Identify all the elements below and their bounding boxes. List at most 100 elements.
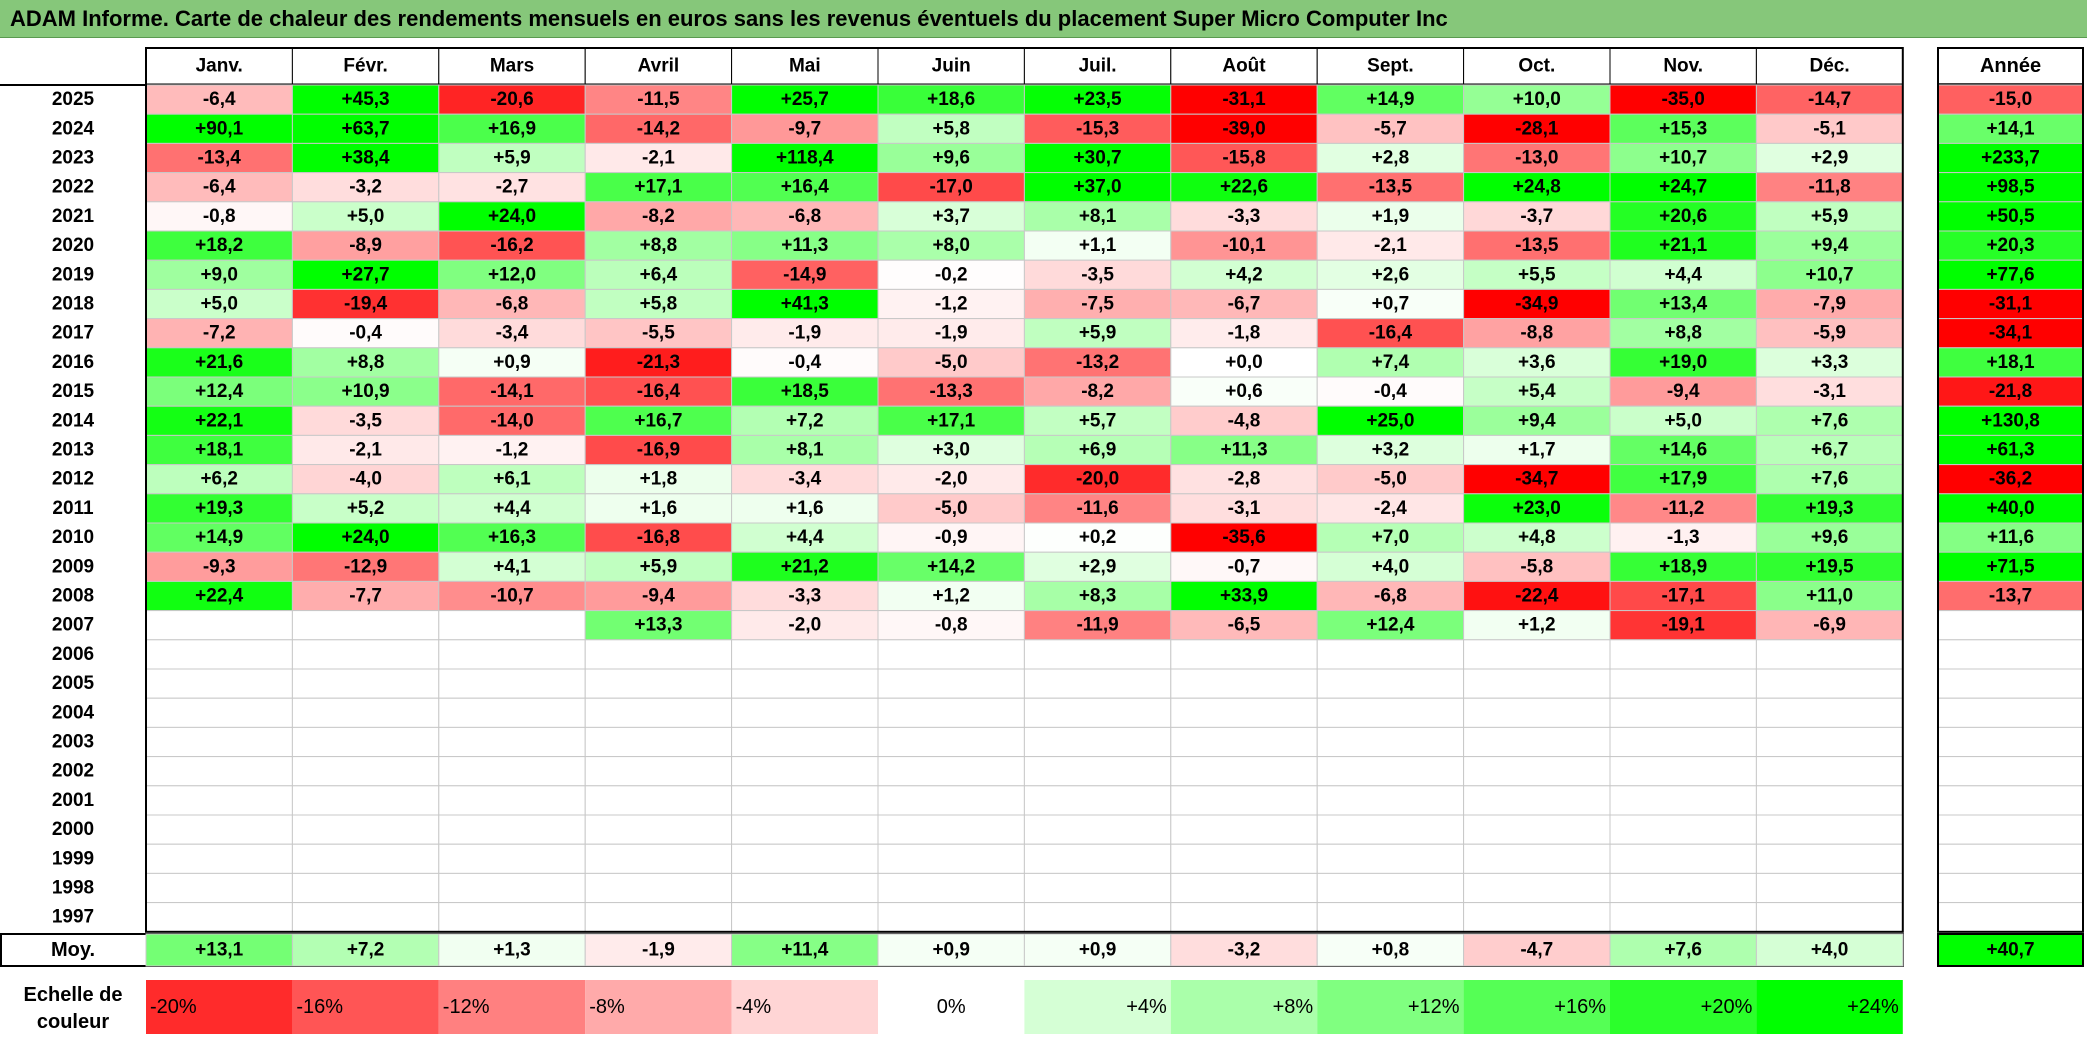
heatmap-cell-value: +10,7 bbox=[1659, 148, 1707, 169]
scale-swatch bbox=[1463, 980, 1610, 1034]
heatmap-cell-value: -5,7 bbox=[1374, 118, 1407, 139]
heatmap-cell bbox=[1609, 697, 1757, 728]
heatmap-cell bbox=[1023, 288, 1172, 320]
scale-swatch bbox=[292, 980, 439, 1034]
heatmap-cell bbox=[438, 259, 586, 290]
heatmap-cell-value: +7,6 bbox=[1811, 410, 1849, 431]
heatmap-cell bbox=[438, 668, 586, 699]
row-year-label: 2025 bbox=[52, 89, 95, 110]
average-cell-value: +0,8 bbox=[1372, 940, 1410, 961]
heatmap-cell-value: -16,4 bbox=[1369, 323, 1413, 344]
heatmap-cell bbox=[1755, 172, 1904, 203]
heatmap-cell bbox=[731, 580, 879, 612]
heatmap-cell bbox=[1609, 259, 1757, 290]
heatmap-cell-value: +37,0 bbox=[1074, 177, 1122, 198]
heatmap-cell bbox=[291, 580, 440, 612]
annual-cell bbox=[1937, 872, 2084, 904]
heatmap-cell bbox=[1316, 697, 1465, 728]
row-year-label: 2004 bbox=[52, 702, 95, 723]
heatmap-cell-value: -8,2 bbox=[1081, 381, 1114, 402]
heatmap-cell bbox=[1755, 785, 1904, 816]
heatmap-cell bbox=[731, 726, 879, 758]
average-cell-value: +7,2 bbox=[347, 940, 385, 961]
scale-swatch bbox=[438, 980, 586, 1034]
heatmap-cell-value: +1,8 bbox=[640, 469, 678, 490]
heatmap-cell-value: -5,0 bbox=[935, 352, 968, 373]
heatmap-cell bbox=[145, 668, 293, 699]
heatmap-cell-value: +63,7 bbox=[342, 118, 390, 139]
heatmap-cell bbox=[145, 639, 293, 670]
heatmap-cell-value: +4,0 bbox=[1372, 556, 1410, 577]
heatmap-cell bbox=[438, 464, 586, 495]
heatmap-cell-value: +30,7 bbox=[1074, 148, 1122, 169]
heatmap-cell bbox=[1023, 230, 1172, 261]
heatmap-cell bbox=[438, 785, 586, 816]
heatmap-cell bbox=[1170, 726, 1318, 758]
annual-cell-value: +11,6 bbox=[1987, 527, 2034, 548]
heatmap-cell bbox=[291, 201, 440, 232]
annual-cell bbox=[1937, 580, 2084, 612]
heatmap-cell-value: +6,9 bbox=[1079, 440, 1117, 461]
heatmap-cell-value: +16,9 bbox=[488, 118, 536, 139]
annual-border bbox=[1937, 47, 2084, 933]
heatmap-cell bbox=[1463, 639, 1611, 670]
heatmap-cell-value: -15,3 bbox=[1076, 118, 1119, 139]
annual-cell-value: -15,0 bbox=[1989, 89, 2032, 110]
heatmap-cell bbox=[1316, 668, 1465, 699]
heatmap-cell bbox=[877, 902, 1025, 933]
heatmap-cell-value: -3,5 bbox=[1081, 264, 1114, 285]
heatmap-cell bbox=[1755, 318, 1904, 349]
heatmap-cell bbox=[1316, 610, 1465, 641]
heatmap-cell-value: +12,4 bbox=[1366, 615, 1415, 636]
heatmap-cell-value: -7,7 bbox=[349, 586, 382, 607]
heatmap-cell bbox=[438, 230, 586, 261]
heatmap-cell-value: +14,6 bbox=[1659, 440, 1707, 461]
heatmap-cell-value: -1,9 bbox=[935, 323, 968, 344]
heatmap-cell bbox=[1170, 551, 1318, 582]
heatmap-cell-value: +4,1 bbox=[493, 556, 531, 577]
scale-label-value: -16% bbox=[296, 996, 343, 1018]
heatmap-cell bbox=[877, 610, 1025, 641]
heatmap-cell-value: +38,4 bbox=[342, 148, 391, 169]
heatmap-cell bbox=[291, 872, 440, 904]
heatmap-cell bbox=[731, 872, 879, 904]
heatmap-cell bbox=[1609, 288, 1757, 320]
heatmap-cell bbox=[1755, 288, 1904, 320]
heatmap-cell bbox=[1170, 434, 1318, 466]
heatmap-cell bbox=[1170, 639, 1318, 670]
heatmap-cell bbox=[438, 726, 586, 758]
heatmap-cell-value: -10,1 bbox=[1222, 235, 1266, 256]
heatmap-cell bbox=[1463, 610, 1611, 641]
row-year-label: 2007 bbox=[52, 615, 94, 636]
heatmap-cell-value: -16,2 bbox=[490, 235, 533, 256]
heatmap-cell-value: +4,2 bbox=[1225, 264, 1263, 285]
heatmap-cell-value: -14,7 bbox=[1808, 89, 1851, 110]
heatmap-cell bbox=[877, 843, 1025, 874]
heatmap-cell bbox=[731, 493, 879, 524]
scale-swatch bbox=[1024, 980, 1171, 1034]
annual-cell bbox=[1937, 902, 2084, 933]
average-cell bbox=[731, 933, 879, 967]
heatmap-cell bbox=[1170, 230, 1318, 261]
heatmap-cell-value: -39,0 bbox=[1222, 118, 1265, 139]
heatmap-cell-value: -1,2 bbox=[496, 440, 529, 461]
heatmap-cell bbox=[291, 522, 440, 553]
heatmap-cell-value: -11,5 bbox=[637, 89, 680, 110]
scale-label-value: -20% bbox=[150, 996, 197, 1018]
heatmap-cell-value: -19,4 bbox=[344, 294, 388, 315]
heatmap-cell-value: +1,1 bbox=[1079, 235, 1117, 256]
heatmap-cell-value: -13,4 bbox=[198, 148, 242, 169]
heatmap-cell bbox=[1755, 551, 1904, 582]
heatmap-cell-value: +19,0 bbox=[1659, 352, 1707, 373]
heatmap-cell-value: +14,2 bbox=[927, 556, 975, 577]
heatmap-cell bbox=[877, 259, 1025, 290]
heatmap-cell-value: +118,4 bbox=[776, 148, 834, 169]
heatmap-cell bbox=[584, 814, 733, 845]
heatmap-cell-value: +2,9 bbox=[1079, 556, 1117, 577]
heatmap-cell-value: -7,2 bbox=[203, 323, 236, 344]
heatmap-cell bbox=[1170, 172, 1318, 203]
heatmap-cell bbox=[877, 726, 1025, 758]
heatmap-cell-value: +18,6 bbox=[927, 89, 975, 110]
heatmap-cell bbox=[877, 697, 1025, 728]
heatmap-cell bbox=[1463, 872, 1611, 904]
